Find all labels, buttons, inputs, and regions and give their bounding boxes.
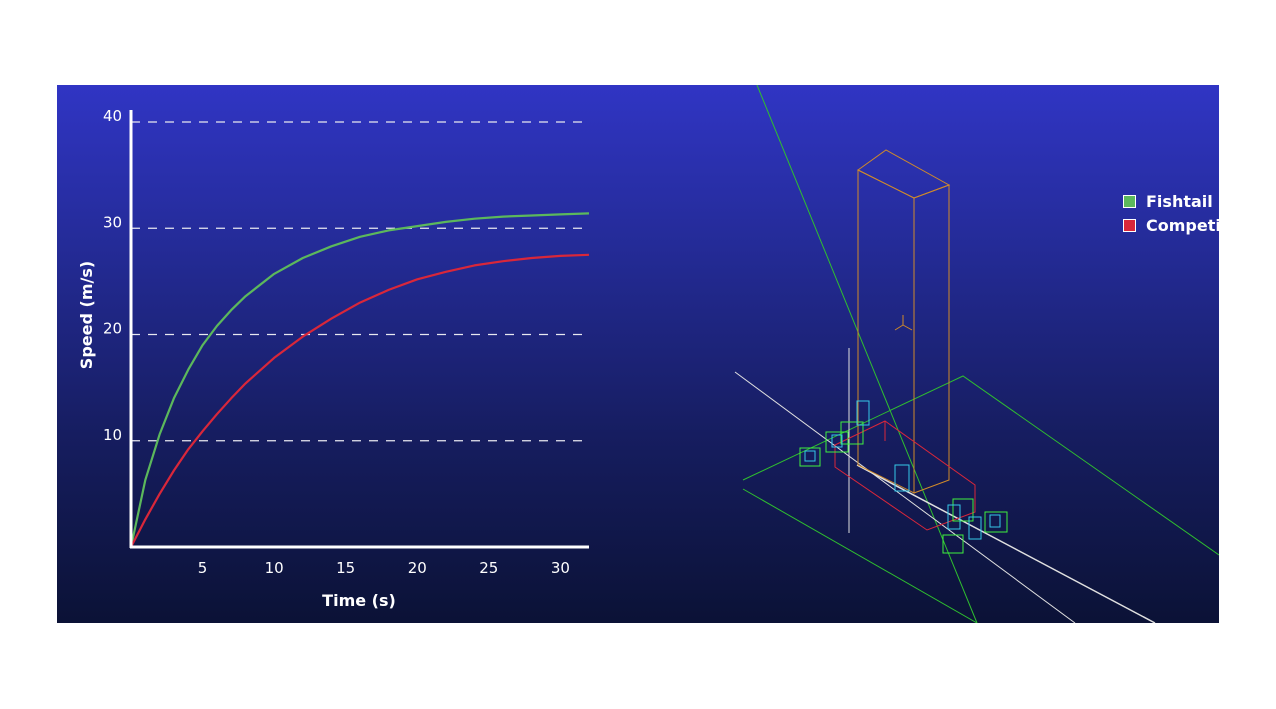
track-line-2 (856, 464, 1156, 623)
chart-panel: 10 20 30 40 5 10 15 20 25 30 Time (s) Speed (m/s… (57, 85, 1247, 623)
series-line-competitor (130, 253, 590, 548)
y-tick-label: 20 (103, 320, 122, 338)
x-tick-labels: 5 10 15 20 25 30 (198, 559, 570, 577)
x-tick-label: 15 (336, 559, 355, 577)
series-layer (129, 212, 590, 548)
wheel-detail-cluster (804, 400, 1001, 540)
x-tick-label: 30 (551, 559, 570, 577)
axis-triad-icon (894, 315, 913, 331)
tower-front-face (857, 169, 915, 494)
rail-line (756, 85, 978, 623)
tower-top-face (857, 149, 951, 199)
x-tick-label: 25 (479, 559, 498, 577)
legend-item-fishtail: Fishtail (1123, 189, 1247, 213)
legend-label: Fishtail (1146, 191, 1213, 211)
x-axis-title: Time (s) (322, 591, 396, 610)
legend-swatch (1123, 218, 1136, 232)
wireframe-3d-tower-model-icon (734, 85, 1219, 623)
legend: Fishtail Competitor (1123, 189, 1247, 237)
base-plate-outline (742, 375, 1219, 556)
y-axis-title: Speed (m/s) (77, 261, 96, 369)
x-tick-label: 20 (408, 559, 427, 577)
platform-box (834, 420, 976, 531)
tower-side-face (913, 184, 950, 494)
grid-lines (131, 121, 589, 442)
y-tick-label: 40 (103, 107, 122, 125)
y-tick-label: 30 (103, 213, 122, 231)
y-tick-labels: 10 20 30 40 (103, 107, 122, 444)
series-line-fishtail (129, 212, 590, 548)
wheel-assembly-cluster (799, 421, 1008, 554)
y-tick-label: 10 (103, 426, 122, 444)
line-chart: 10 20 30 40 5 10 15 20 25 30 Time (s) Speed (m/s… (77, 85, 1219, 623)
legend-item-competitor: Competitor (1123, 213, 1247, 237)
legend-label: Competitor (1146, 215, 1248, 235)
base-plate-outline-lower (742, 488, 978, 623)
legend-swatch (1123, 194, 1136, 208)
x-tick-label: 10 (265, 559, 284, 577)
x-tick-label: 5 (198, 559, 208, 577)
track-line (734, 371, 1076, 623)
